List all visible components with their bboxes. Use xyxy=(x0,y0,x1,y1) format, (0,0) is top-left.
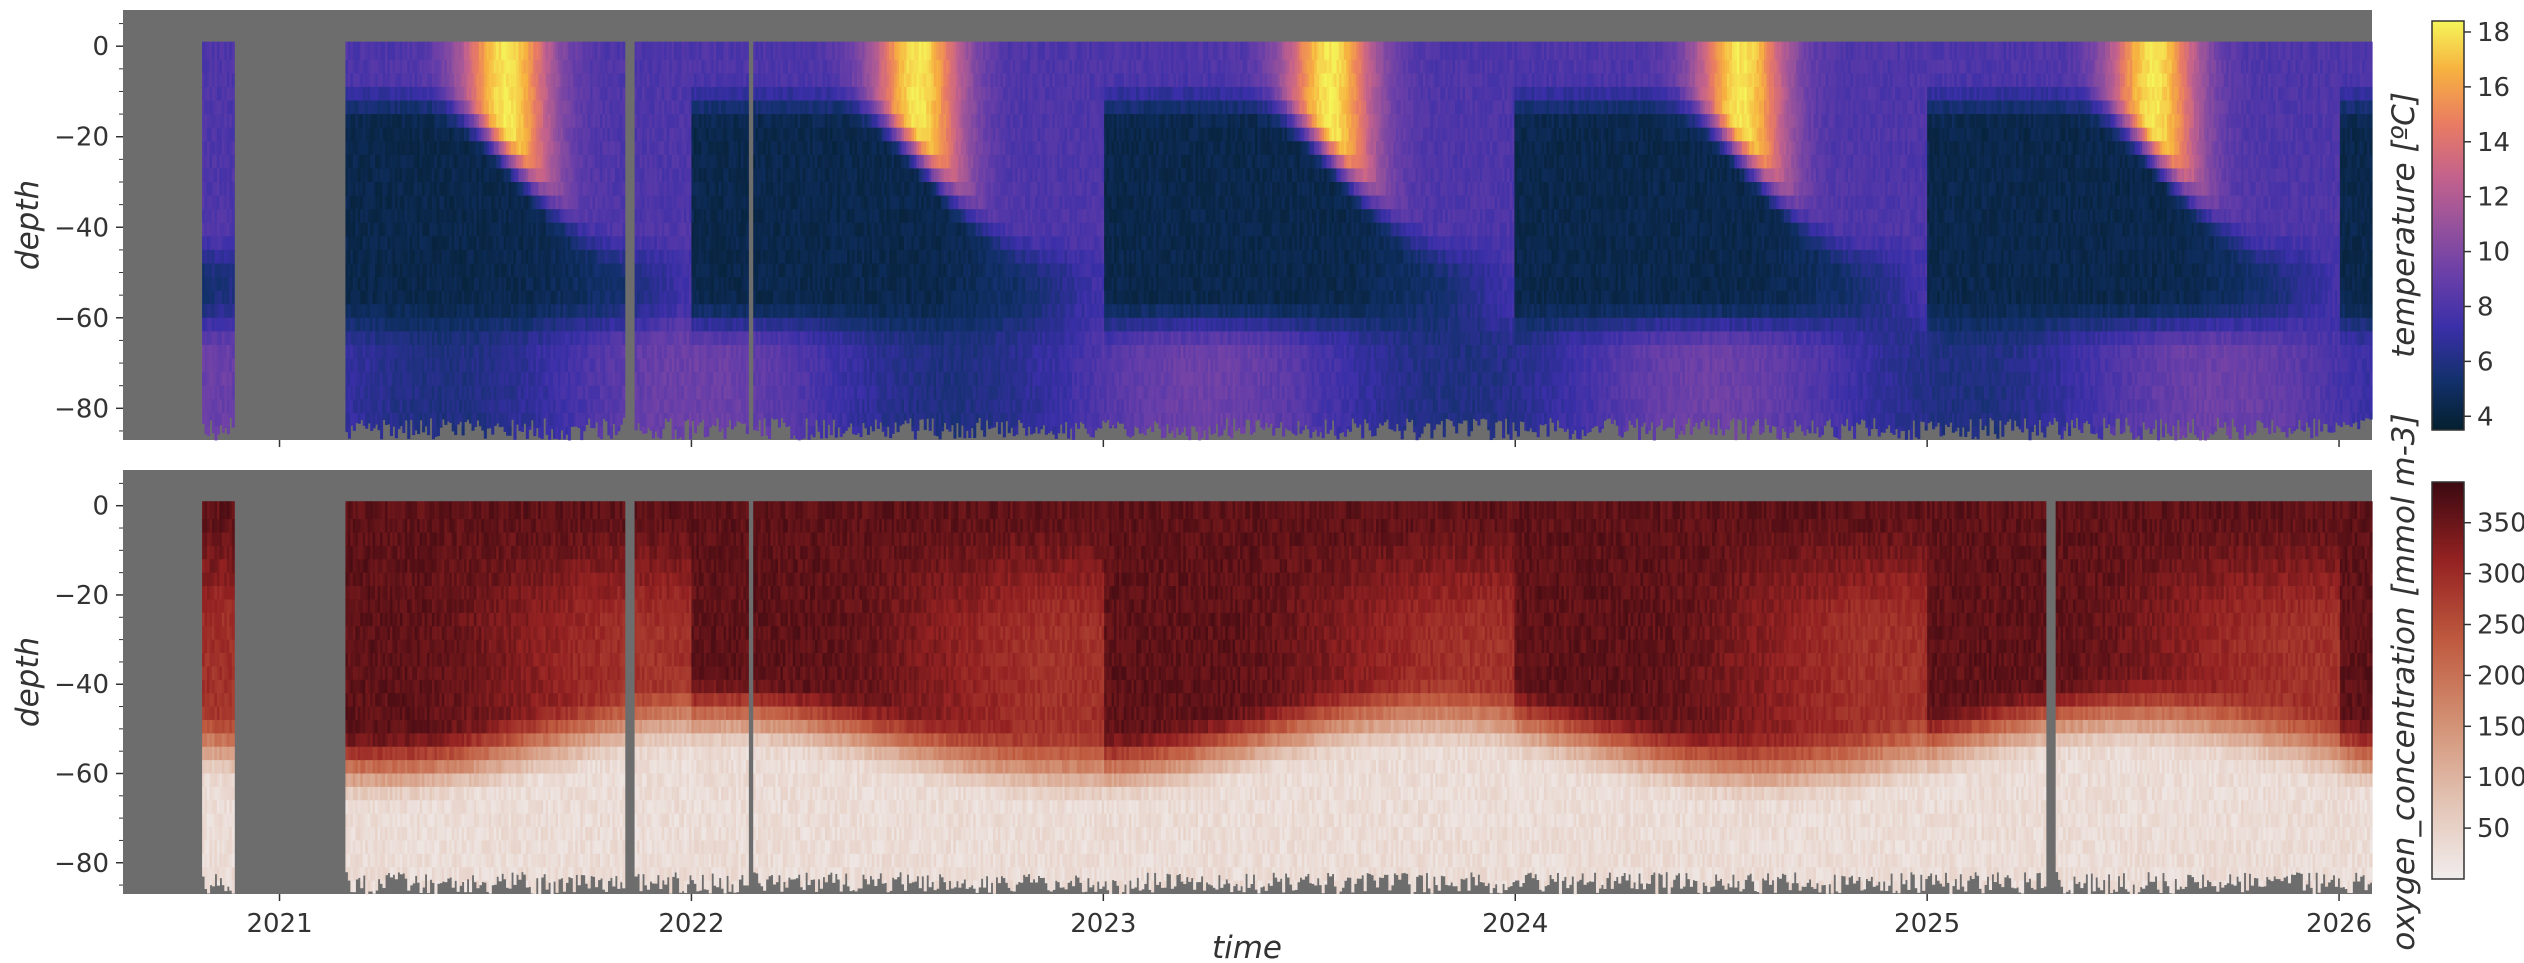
heatmap-cell xyxy=(232,277,235,291)
heatmap-column xyxy=(232,42,235,428)
heatmap-cell xyxy=(232,101,235,115)
heatmap-cell xyxy=(348,426,351,438)
heatmap-cell xyxy=(232,359,235,373)
heatmap-cell xyxy=(232,60,235,74)
heatmap-cell xyxy=(232,168,235,182)
heatmap-cell xyxy=(232,263,235,277)
heatmap-cell xyxy=(353,426,356,430)
heatmap-cell xyxy=(373,426,376,428)
heatmap-cell xyxy=(232,304,235,318)
heatmap-cell xyxy=(232,426,235,427)
heatmap-cell xyxy=(232,291,235,305)
heatmap-cell xyxy=(232,141,235,155)
heatmap-cell xyxy=(232,223,235,237)
heatmap-cell xyxy=(217,426,220,434)
heatmap-cell xyxy=(232,413,235,427)
heatmap-cell xyxy=(232,196,235,210)
heatmap-cell xyxy=(232,386,235,400)
heatmap-cell xyxy=(365,426,368,428)
heatmap-cell xyxy=(232,236,235,250)
temperature-heatmap xyxy=(202,42,2373,441)
heatmap-cell xyxy=(232,372,235,386)
heatmap-cell xyxy=(207,426,210,436)
heatmap-cell xyxy=(232,42,235,61)
heatmap-cell xyxy=(227,426,230,434)
heatmap-cell xyxy=(232,209,235,223)
heatmap-cell xyxy=(232,399,235,413)
heatmap-cell xyxy=(232,128,235,142)
heatmap-cell xyxy=(232,345,235,359)
heatmap-cell xyxy=(232,182,235,196)
heatmap-cell xyxy=(232,114,235,128)
heatmap-cell xyxy=(232,87,235,101)
heatmap-cell xyxy=(232,318,235,332)
heatmap-cell xyxy=(232,155,235,169)
heatmap-cell xyxy=(232,250,235,264)
heatmap-cell xyxy=(232,331,235,345)
heatmap-cell xyxy=(232,73,235,87)
